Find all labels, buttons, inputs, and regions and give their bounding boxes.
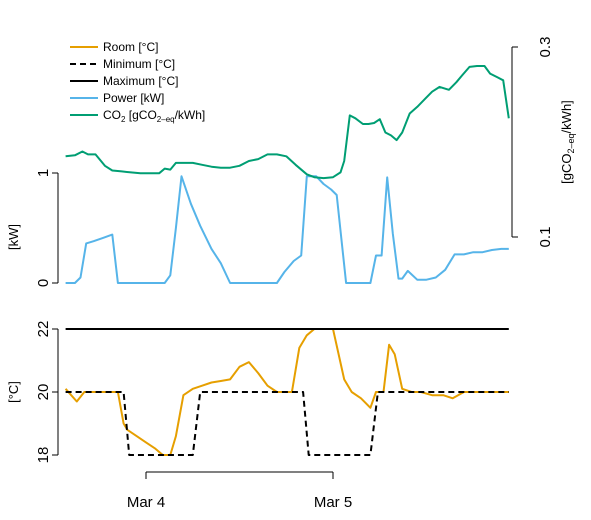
legend-label-0: Room [°C]: [103, 40, 158, 54]
bottom-left-axis-label: [°C]: [6, 381, 21, 403]
x-tick-label-Mar-4: Mar 4: [127, 494, 165, 511]
top-series-line-1: [65, 65, 510, 180]
bottom-left-tick-label-18: 18: [35, 447, 52, 464]
bottom-series-line-0: [64, 328, 509, 456]
bottom-panel: 18 20 22 [°C]: [6, 321, 509, 464]
top-series-line-0: [65, 175, 509, 284]
top-right-axis-label: [gCO2–eq/kWh]: [559, 100, 576, 184]
legend: Room [°C] Minimum [°C] Maximum [°C] Power […: [70, 40, 205, 124]
bottom-left-tick-label-20: 20: [35, 384, 52, 401]
top-right-tick-label-0.3: 0.3: [537, 37, 554, 58]
top-panel: 0 1 [kW] 0.1 0.3 [gCO2–eq/kWh]: [6, 37, 576, 288]
top-left-axis-label: [kW]: [6, 224, 21, 250]
top-left-tick-label-1: 1: [35, 169, 52, 177]
legend-label-4: CO2 [gCO2–eq/kWh]: [103, 108, 205, 124]
legend-label-3: Power [kW]: [103, 91, 164, 105]
legend-label-1: Minimum [°C]: [103, 57, 175, 71]
x-axis: Mar 4 Mar 5: [127, 471, 352, 511]
x-tick-label-Mar-5: Mar 5: [314, 494, 352, 511]
bottom-left-tick-label-22: 22: [35, 321, 52, 338]
bottom-series-line-1: [65, 391, 509, 456]
legend-label-2: Maximum [°C]: [103, 74, 178, 88]
top-left-tick-label-0: 0: [35, 279, 52, 287]
top-right-tick-label-0.1: 0.1: [537, 227, 554, 248]
